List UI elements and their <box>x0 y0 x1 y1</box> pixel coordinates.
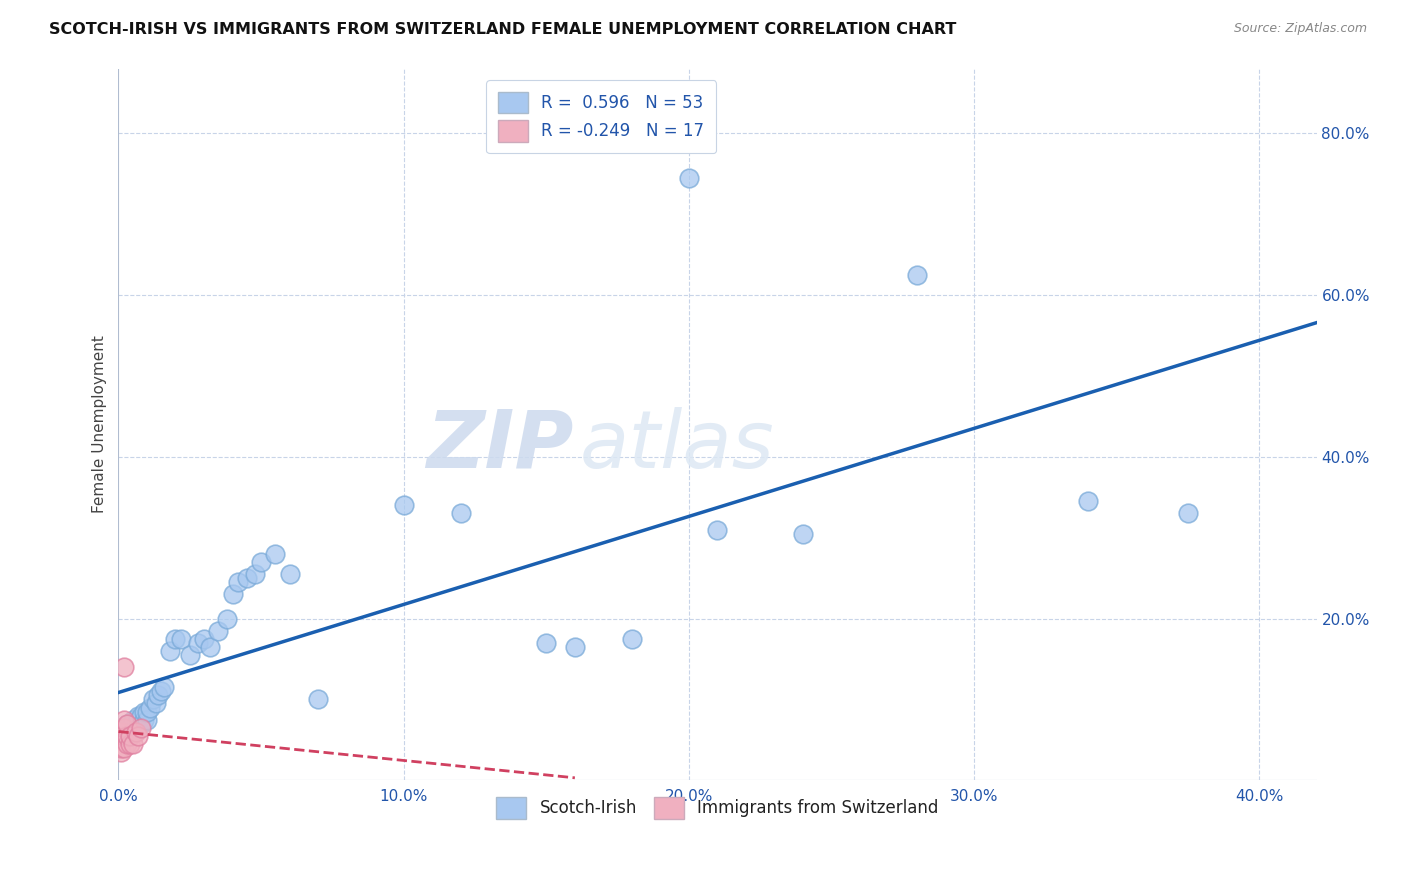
Point <box>139 700 162 714</box>
Point <box>207 624 229 638</box>
Point <box>118 737 141 751</box>
Point <box>187 636 209 650</box>
Point <box>620 632 643 646</box>
Point <box>110 745 132 759</box>
Point <box>127 729 149 743</box>
Text: atlas: atlas <box>579 407 775 484</box>
Point <box>150 684 173 698</box>
Point <box>115 729 138 743</box>
Point <box>129 716 152 731</box>
Point <box>142 692 165 706</box>
Point <box>110 741 132 756</box>
Point <box>392 498 415 512</box>
Point <box>136 705 159 719</box>
Point <box>165 632 187 646</box>
Point <box>127 708 149 723</box>
Point <box>136 713 159 727</box>
Point <box>121 724 143 739</box>
Point <box>236 571 259 585</box>
Y-axis label: Female Unemployment: Female Unemployment <box>93 335 107 514</box>
Point <box>678 170 700 185</box>
Text: SCOTCH-IRISH VS IMMIGRANTS FROM SWITZERLAND FEMALE UNEMPLOYMENT CORRELATION CHAR: SCOTCH-IRISH VS IMMIGRANTS FROM SWITZERL… <box>49 22 956 37</box>
Point <box>264 547 287 561</box>
Point <box>112 741 135 756</box>
Point <box>112 721 135 735</box>
Legend: Scotch-Irish, Immigrants from Switzerland: Scotch-Irish, Immigrants from Switzerlan… <box>489 790 945 825</box>
Text: ZIP: ZIP <box>426 407 574 484</box>
Point <box>193 632 215 646</box>
Point <box>127 713 149 727</box>
Point <box>112 724 135 739</box>
Point <box>118 721 141 735</box>
Point <box>179 648 201 662</box>
Point <box>118 729 141 743</box>
Point <box>121 713 143 727</box>
Point <box>245 567 267 582</box>
Point <box>121 716 143 731</box>
Point <box>905 268 928 282</box>
Point <box>148 689 170 703</box>
Point <box>115 737 138 751</box>
Point <box>1177 507 1199 521</box>
Point <box>115 721 138 735</box>
Point <box>1077 494 1099 508</box>
Point <box>145 697 167 711</box>
Point <box>115 716 138 731</box>
Point <box>118 729 141 743</box>
Point <box>170 632 193 646</box>
Point <box>129 721 152 735</box>
Point <box>129 708 152 723</box>
Point <box>564 640 586 654</box>
Point <box>278 567 301 582</box>
Point <box>159 644 181 658</box>
Point <box>153 680 176 694</box>
Point <box>124 716 146 731</box>
Point <box>215 611 238 625</box>
Point <box>112 713 135 727</box>
Point <box>307 692 329 706</box>
Point <box>112 660 135 674</box>
Point <box>221 587 243 601</box>
Point <box>450 507 472 521</box>
Point <box>124 721 146 735</box>
Point <box>132 705 155 719</box>
Point <box>706 523 728 537</box>
Point <box>127 716 149 731</box>
Point <box>536 636 558 650</box>
Point <box>226 575 249 590</box>
Point <box>792 526 814 541</box>
Point <box>132 713 155 727</box>
Point <box>115 716 138 731</box>
Point <box>250 555 273 569</box>
Point <box>121 737 143 751</box>
Point <box>112 729 135 743</box>
Point <box>124 724 146 739</box>
Point <box>110 724 132 739</box>
Text: Source: ZipAtlas.com: Source: ZipAtlas.com <box>1233 22 1367 36</box>
Point <box>198 640 221 654</box>
